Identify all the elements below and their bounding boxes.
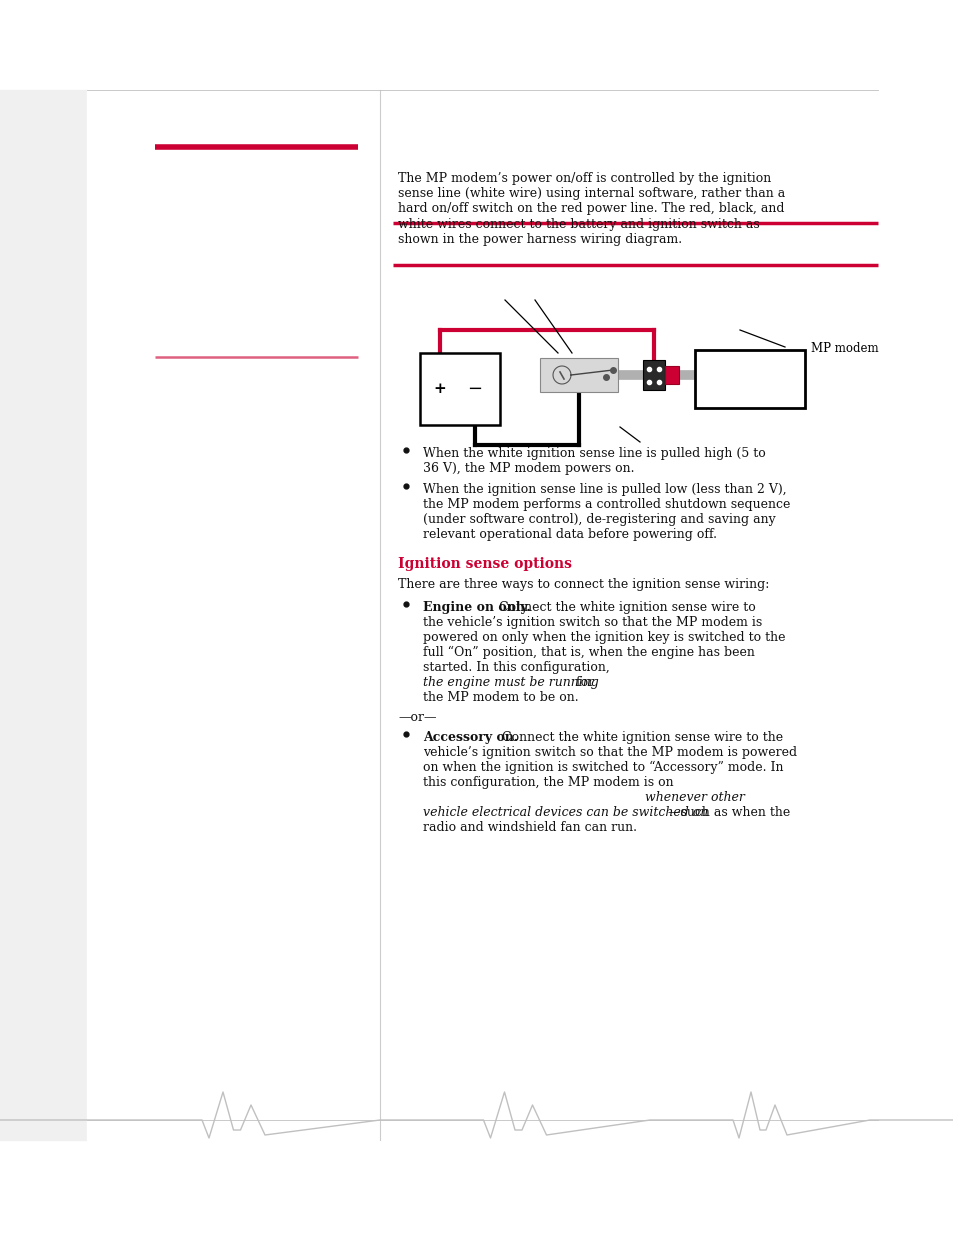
Text: —or—: —or— [397,711,436,724]
Text: Connect the white ignition sense wire to: Connect the white ignition sense wire to [495,601,755,614]
Text: the MP modem performs a controlled shutdown sequence: the MP modem performs a controlled shutd… [422,498,789,511]
Text: radio and windshield fan can run.: radio and windshield fan can run. [422,821,637,834]
Text: this configuration, the MP modem is on: this configuration, the MP modem is on [422,776,673,789]
Text: relevant operational data before powering off.: relevant operational data before powerin… [422,529,717,541]
Bar [87,90,941,1140]
Bar [0,90,87,1140]
Text: Connect the white ignition sense wire to the: Connect the white ignition sense wire to… [497,731,782,743]
Text: started. In this configuration,: started. In this configuration, [422,661,609,674]
Bar [642,359,664,390]
Text: Ignition sense options: Ignition sense options [397,557,572,571]
Text: sense line (white wire) using internal software, rather than a: sense line (white wire) using internal s… [397,188,784,200]
Text: for: for [572,676,594,689]
Text: When the white ignition sense line is pulled high (5 to: When the white ignition sense line is pu… [422,447,765,459]
Text: powered on only when the ignition key is switched to the: powered on only when the ignition key is… [422,631,784,643]
Text: MP modem: MP modem [810,342,878,354]
Text: vehicle electrical devices can be switched on: vehicle electrical devices can be switch… [422,806,707,819]
Bar [539,358,618,391]
Text: full “On” position, that is, when the engine has been: full “On” position, that is, when the en… [422,646,754,659]
Text: vehicle’s ignition switch so that the MP modem is powered: vehicle’s ignition switch so that the MP… [422,746,797,760]
Text: hard on/off switch on the red power line. The red, black, and: hard on/off switch on the red power line… [397,203,783,215]
Text: Accessory on.: Accessory on. [422,731,517,743]
Text: shown in the power harness wiring diagram.: shown in the power harness wiring diagra… [397,233,681,246]
Text: the engine must be running: the engine must be running [422,676,598,689]
Text: the MP modem to be on.: the MP modem to be on. [422,692,578,704]
Text: The MP modem’s power on/off is controlled by the ignition: The MP modem’s power on/off is controlle… [397,172,770,185]
Bar [695,350,804,408]
Text: on when the ignition is switched to “Accessory” mode. In: on when the ignition is switched to “Acc… [422,761,782,774]
Text: white wires connect to the battery and ignition switch as: white wires connect to the battery and i… [397,217,759,231]
Text: —such as when the: —such as when the [667,806,789,819]
Bar [664,366,679,384]
Bar [87,90,367,1140]
Text: +: + [434,382,446,396]
Text: There are three ways to connect the ignition sense wiring:: There are three ways to connect the igni… [397,578,768,592]
Text: whenever other: whenever other [640,790,744,804]
Text: (under software control), de-registering and saving any: (under software control), de-registering… [422,513,775,526]
Text: When the ignition sense line is pulled low (less than 2 V),: When the ignition sense line is pulled l… [422,483,786,496]
Bar [419,353,499,425]
Text: Engine on only.: Engine on only. [422,601,530,614]
Text: −: − [467,380,482,398]
Text: the vehicle’s ignition switch so that the MP modem is: the vehicle’s ignition switch so that th… [422,616,761,629]
Text: 36 V), the MP modem powers on.: 36 V), the MP modem powers on. [422,462,634,475]
